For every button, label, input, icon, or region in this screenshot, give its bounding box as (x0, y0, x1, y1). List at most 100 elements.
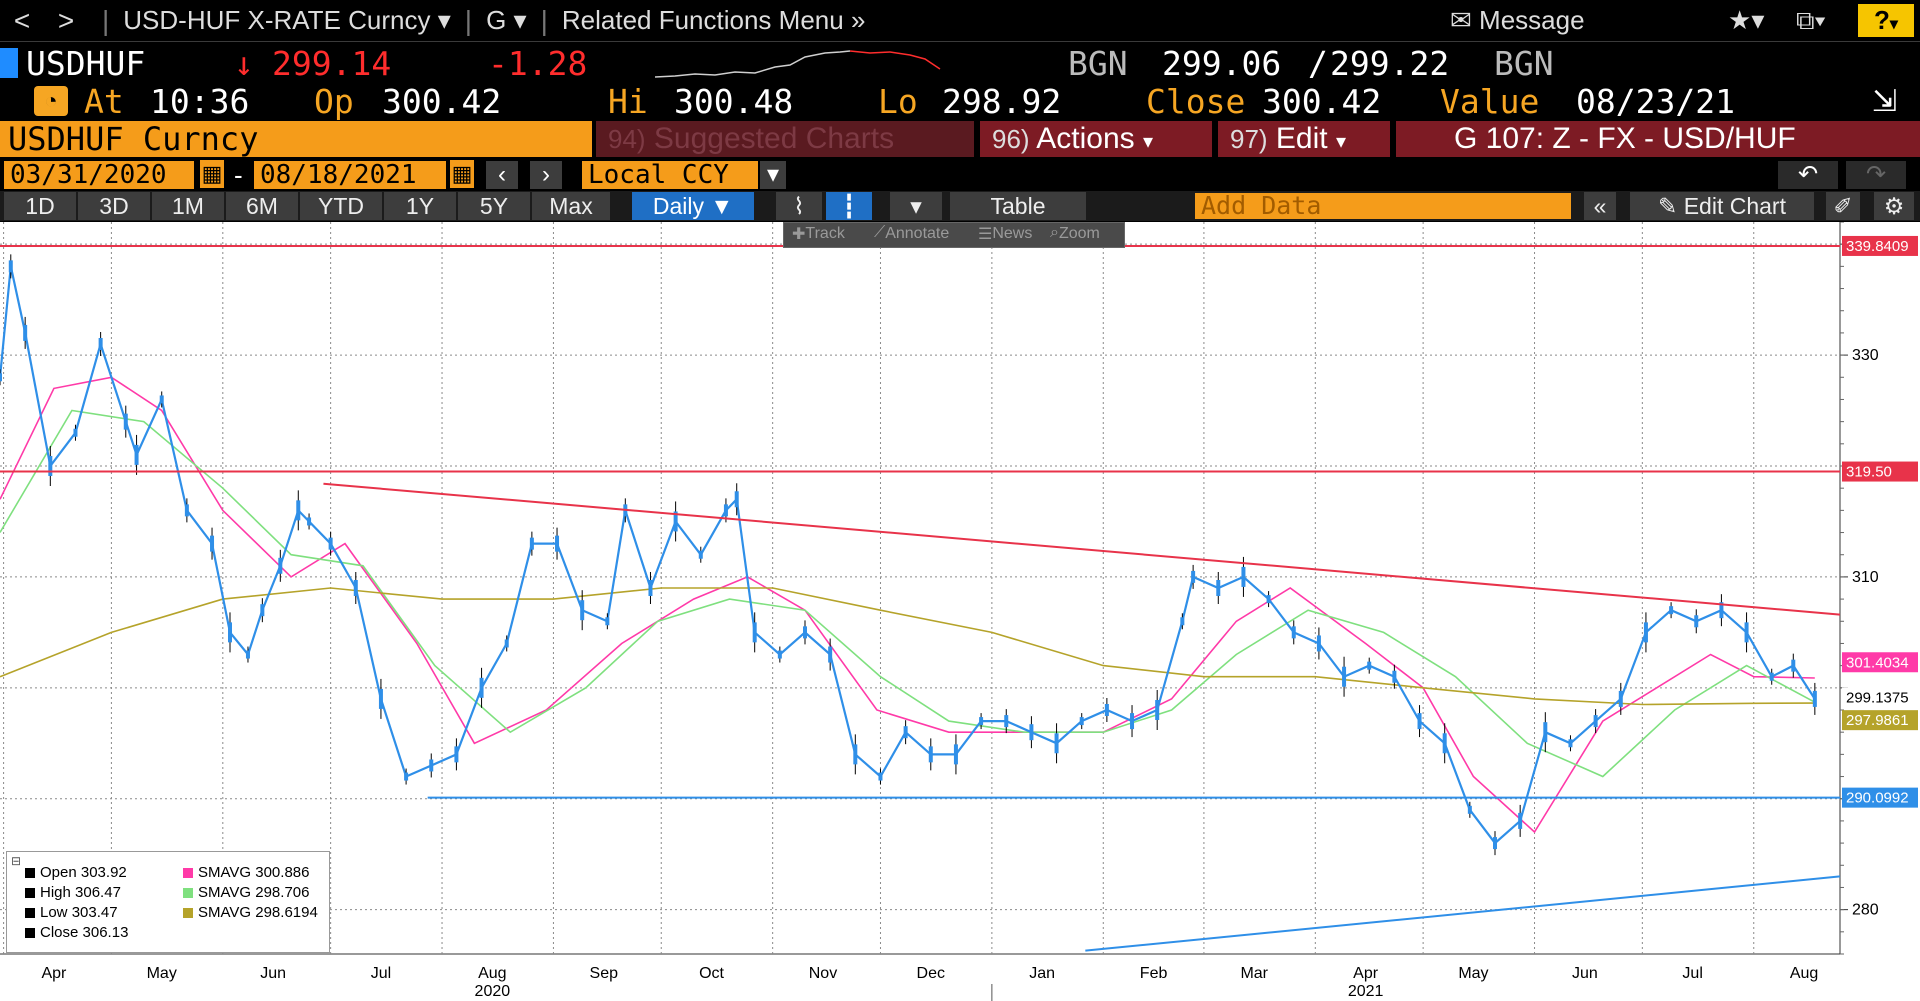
chevron-down-icon: ▾ (1889, 16, 1898, 33)
candle-body (378, 688, 383, 709)
security-name-field[interactable]: USDHUF Curncy (0, 121, 592, 157)
price-tag-box (1842, 710, 1918, 731)
candle-body (134, 444, 139, 465)
trendline (323, 482, 1841, 616)
collapse-legend-icon[interactable]: ⊟ (11, 854, 22, 868)
x-tick-label: May (1458, 965, 1488, 982)
draw-icon: ✐ (1833, 193, 1853, 219)
start-date-field[interactable]: 03/31/2020 (4, 161, 194, 189)
x-tick-label: Nov (809, 965, 837, 982)
speedometer-icon[interactable]: ◔ (34, 86, 68, 116)
actions-button[interactable]: 96) Actions ▾ (980, 121, 1212, 157)
window-menu-button[interactable]: ⧉▾ (1796, 5, 1826, 37)
candle-body (1593, 715, 1598, 728)
candle-body (73, 428, 78, 437)
at-label: At (84, 82, 124, 121)
legend-label: Low (40, 904, 68, 921)
open-value: 300.42 (382, 82, 502, 121)
next-period-button[interactable]: › (530, 161, 562, 189)
candle-body (1643, 622, 1648, 643)
annotation-tool-button[interactable]: ✐ (1826, 192, 1860, 220)
undo-icon[interactable]: ↶ (1778, 161, 1838, 189)
security-bar: USDHUF Curncy 94) Suggested Charts 96) A… (0, 121, 1920, 157)
news-tool[interactable]: ☰ News (978, 225, 1033, 243)
candle-body (1744, 622, 1749, 643)
candle-body (210, 535, 215, 552)
previous-period-button[interactable]: ‹ (486, 161, 518, 189)
redo-icon[interactable]: ↷ (1846, 161, 1906, 189)
zoom-tool[interactable]: ⌕ Zoom (1050, 224, 1100, 242)
suggested-charts-button[interactable]: 94) Suggested Charts (596, 121, 974, 157)
candle-body (903, 726, 908, 739)
favorites-button[interactable]: ★▾ (1728, 5, 1764, 36)
calendar-icon[interactable]: ▦ (450, 160, 474, 188)
at-time: 10:36 (150, 82, 250, 121)
candle-body (1543, 722, 1548, 743)
annotate-tool[interactable]: ⟋ Annotate (874, 224, 950, 242)
track-tool[interactable]: ✚ Track (792, 225, 845, 243)
period-select[interactable]: Daily ▼ (632, 192, 754, 220)
back-button[interactable]: < (13, 4, 31, 36)
legend-item-high: High 306.47 (25, 884, 121, 902)
candle-body (8, 260, 13, 273)
chevron-down-icon: ▾ (1143, 131, 1154, 153)
candle-body (1342, 666, 1347, 687)
cursor-icon[interactable]: ⇲ (1872, 85, 1898, 118)
candle-body (1791, 659, 1796, 672)
x-tick-label: Feb (1140, 965, 1168, 982)
divider: | (464, 4, 473, 36)
candle-body (1618, 690, 1623, 707)
zoom-label: Zoom (1058, 225, 1100, 242)
range-max-button[interactable]: Max (532, 192, 610, 220)
last-price: 299.14 (272, 44, 392, 83)
range-3d-button[interactable]: 3D (78, 192, 150, 220)
add-data-input[interactable]: Add Data (1195, 193, 1571, 219)
low-label: Lo (878, 82, 918, 121)
candle-body (98, 338, 103, 350)
candle-chart-button[interactable]: ┇ (826, 192, 872, 220)
legend-item-sma2: SMAVG 298.706 (183, 884, 309, 902)
edit-chart-button[interactable]: ✎ Edit Chart (1630, 192, 1814, 220)
range-6m-button[interactable]: 6M (226, 192, 298, 220)
chevron-down-icon[interactable]: ▾ (760, 161, 786, 189)
collapse-button[interactable]: « (1584, 192, 1616, 220)
calendar-icon[interactable]: ▦ (200, 160, 224, 188)
x-tick-label: Jun (260, 965, 286, 982)
high-value: 300.48 (674, 82, 794, 121)
candle-body (1191, 570, 1196, 583)
candle-body (1367, 661, 1372, 670)
currency-select[interactable]: Local CCY (582, 161, 758, 189)
range-1d-button[interactable]: 1D (4, 192, 76, 220)
chart[interactable]: Apr May Jun Jul Aug Sep Oct Nov Dec Jan Feb Mar Apr M… (0, 222, 1920, 1001)
range-ytd-button[interactable]: YTD (300, 192, 382, 220)
edit-button[interactable]: 97) Edit ▾ (1218, 121, 1390, 157)
chevron-down-icon: ▾ (1335, 131, 1347, 153)
forward-button[interactable]: > (57, 4, 75, 36)
related-functions-menu[interactable]: Related Functions Menu » (562, 5, 866, 36)
candle-body (1180, 617, 1185, 626)
x-tick-label: Jan (1029, 965, 1055, 982)
candle-body (184, 504, 189, 517)
g-menu[interactable]: G ▾ (486, 5, 527, 36)
candle-body (504, 639, 509, 648)
table-button[interactable]: Table (950, 192, 1086, 220)
settings-button[interactable]: ⚙ (1874, 192, 1914, 220)
range-1y-button[interactable]: 1Y (384, 192, 456, 220)
actions-num: 96) (992, 124, 1030, 154)
open-label: Op (314, 82, 354, 121)
chart-type-dropdown[interactable]: ▾ (890, 192, 942, 220)
legend-item-open: Open 303.92 (25, 864, 127, 882)
range-5y-button[interactable]: 5Y (458, 192, 530, 220)
help-button[interactable]: ?▾ (1858, 4, 1914, 37)
line-chart-button[interactable]: ⌇ (776, 192, 822, 220)
end-date-field[interactable]: 08/18/2021 (254, 161, 446, 189)
y-tick-label: 330 (1852, 347, 1879, 364)
legend-label: SMAVG (198, 864, 252, 881)
message-button[interactable]: ✉ Message (1450, 5, 1585, 36)
security-menu[interactable]: USD-HUF X-RATE Curncy ▾ (123, 5, 451, 36)
price-tag-box (1842, 687, 1918, 708)
actions-label: Actions (1036, 122, 1135, 155)
series-line-sma-3 (0, 587, 1815, 706)
legend[interactable]: ⊟ Open 303.92 High 306.47 Low 303.47 Clo… (6, 851, 330, 953)
range-1m-button[interactable]: 1M (152, 192, 224, 220)
